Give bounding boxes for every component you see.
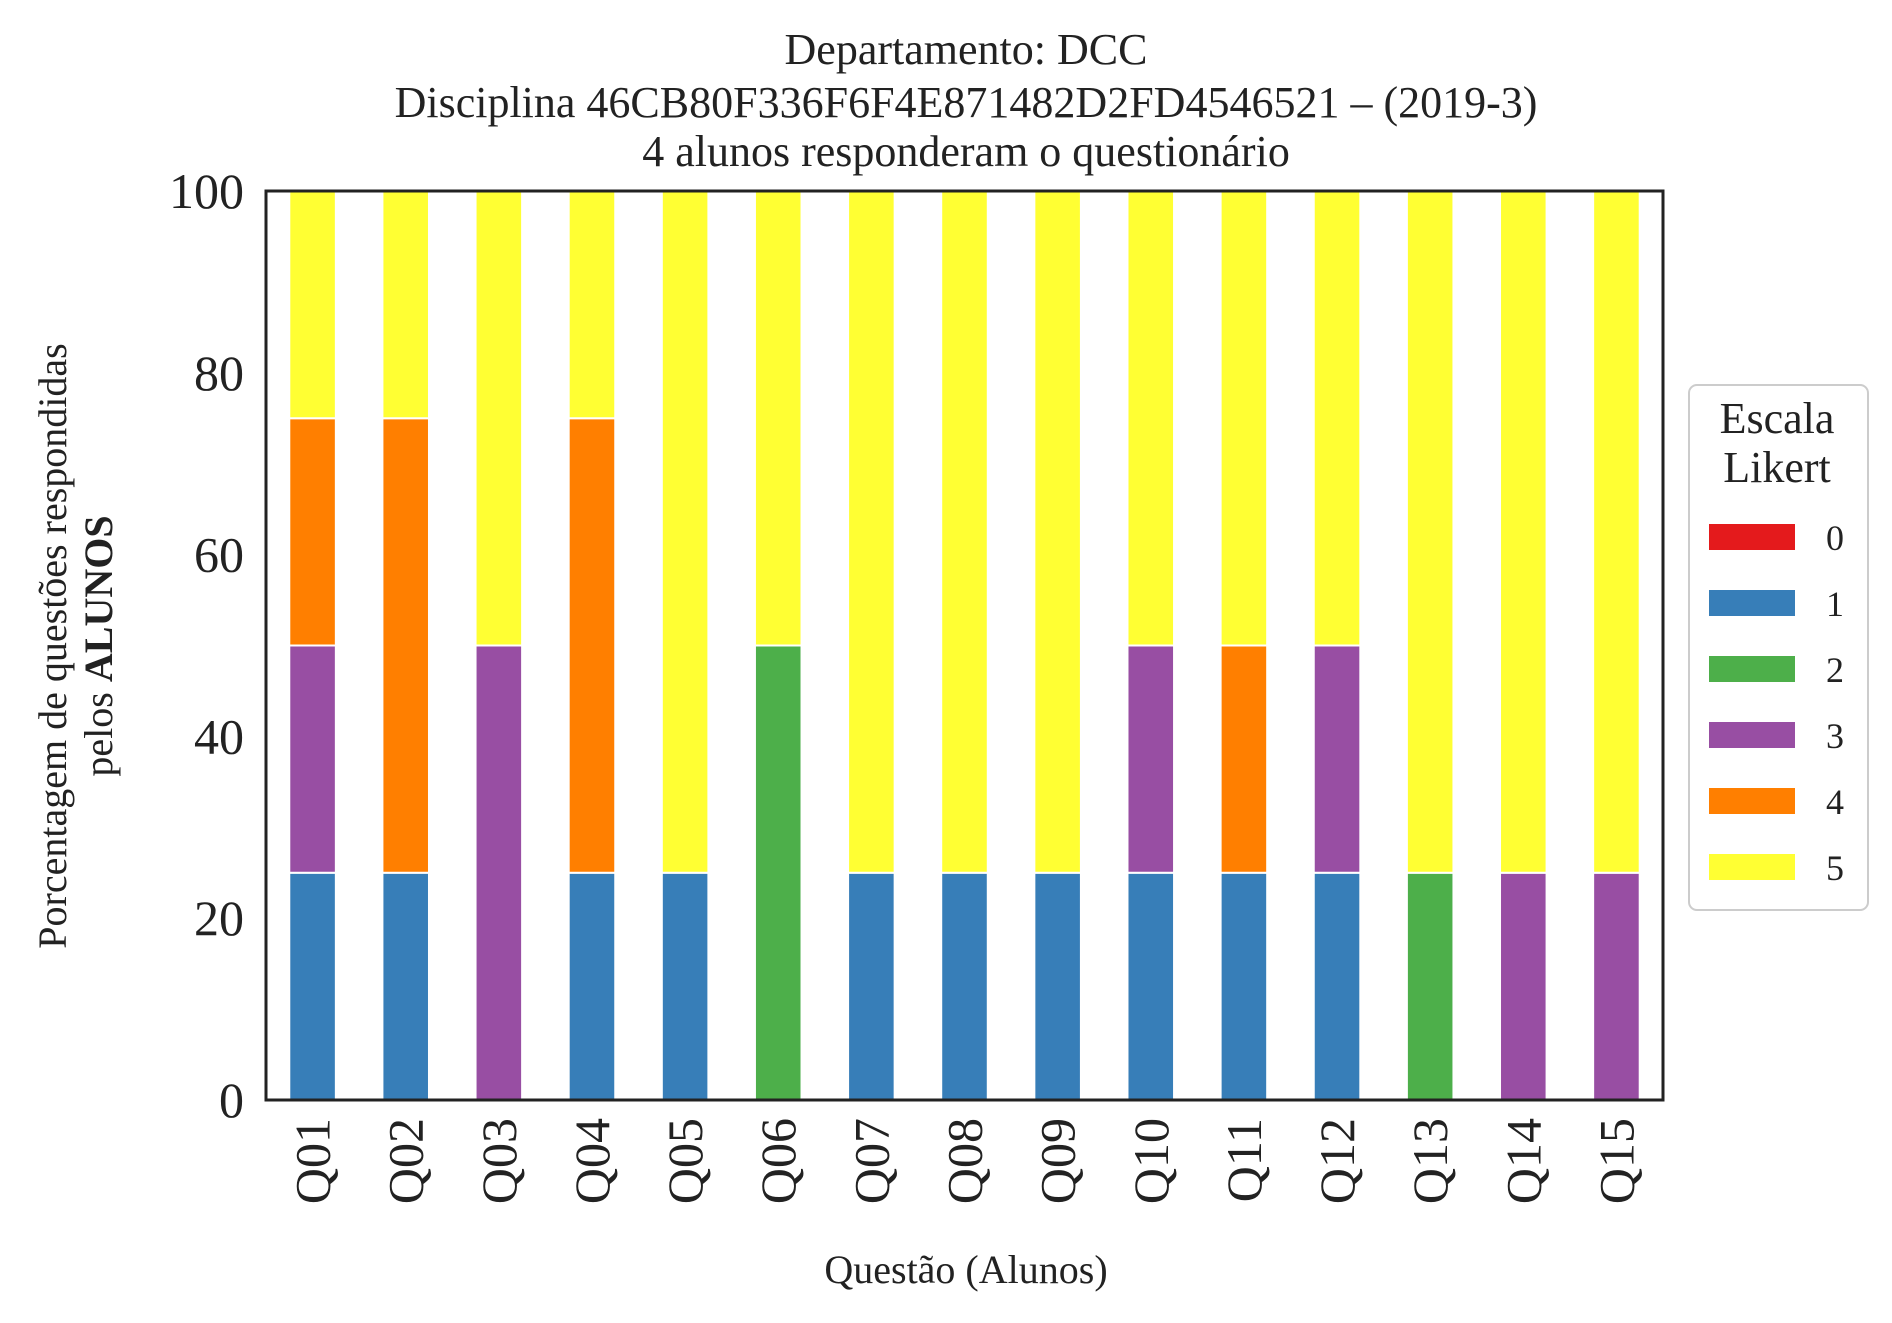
x-tick-label-q08: Q08 <box>937 1118 993 1204</box>
bar-segment-q12-likert-1 <box>1312 871 1362 1101</box>
bar-segment-q14-likert-5 <box>1499 190 1548 874</box>
title-line-3: 4 alunos responderam o questionário <box>642 127 1290 176</box>
bar-segment-q01-likert-1 <box>288 871 337 1101</box>
legend-title-line-1: Escala <box>1720 394 1835 443</box>
y-tick-label-20: 20 <box>194 890 244 946</box>
legend-swatch-0 <box>1709 524 1795 550</box>
bar-segment-q12-likert-5 <box>1312 190 1362 647</box>
y-axis-label-line-2: pelos ALUNOS <box>76 515 121 776</box>
plot-frame <box>264 189 1665 1102</box>
bar-segment-q06-likert-2 <box>753 644 803 1101</box>
bar-segment-q15-likert-5 <box>1592 190 1641 874</box>
legend-frame <box>1688 384 1869 911</box>
x-ticks-group: Q01 Q02 Q03 Q04 Q05 Q06 Q07 Q08 Q09 Q10 Q11 Q12 Q13 Q… <box>285 1118 1645 1204</box>
bar-segment-q10-likert-5 <box>1126 190 1176 647</box>
bar-segment-q03-likert-3 <box>474 644 524 1101</box>
bar-segment-q12-likert-3 <box>1312 644 1362 874</box>
x-tick-label-q01: Q01 <box>285 1118 341 1204</box>
legend-swatch-3 <box>1709 722 1795 748</box>
bar-segment-q13-likert-2 <box>1405 871 1455 1101</box>
x-tick-label-q06: Q06 <box>750 1118 806 1204</box>
bar-segment-q04-likert-5 <box>567 190 617 420</box>
bar-segment-q11-likert-1 <box>1219 871 1269 1101</box>
legend-swatch-1 <box>1709 590 1795 616</box>
x-tick-label-q13: Q13 <box>1402 1118 1458 1204</box>
bar-segment-q09-likert-1 <box>1033 871 1082 1101</box>
x-tick-label-q05: Q05 <box>657 1118 713 1204</box>
x-tick-label-q07: Q07 <box>843 1118 899 1204</box>
x-tick-label-q14: Q14 <box>1495 1118 1551 1204</box>
title-line-1: Departamento: DCC <box>785 25 1148 74</box>
bar-segment-q11-likert-4 <box>1219 644 1269 874</box>
x-tick-label-q10: Q10 <box>1123 1118 1179 1204</box>
x-tick-label-q11: Q11 <box>1216 1118 1272 1202</box>
y-tick-label-100: 100 <box>169 163 244 219</box>
legend-swatch-5 <box>1709 854 1795 880</box>
legend-label-4: 4 <box>1826 782 1844 822</box>
bar-segment-q07-likert-5 <box>847 190 896 874</box>
legend-title-line-2: Likert <box>1723 443 1831 492</box>
bar-segment-q15-likert-3 <box>1592 871 1641 1101</box>
bar-segment-q10-likert-1 <box>1126 871 1176 1101</box>
bar-segment-q09-likert-5 <box>1033 190 1082 874</box>
bars-group <box>288 190 1641 1101</box>
legend-label-3: 3 <box>1826 716 1844 756</box>
x-tick-label-q09: Q09 <box>1030 1118 1086 1204</box>
bar-segment-q04-likert-1 <box>567 871 617 1101</box>
x-tick-label-q02: Q02 <box>378 1118 434 1204</box>
legend-swatch-4 <box>1709 788 1795 814</box>
x-tick-label-q12: Q12 <box>1309 1118 1365 1204</box>
title-line-2: Disciplina 46CB80F336F6F4E871482D2FD4546… <box>395 78 1538 127</box>
bar-segment-q10-likert-3 <box>1126 644 1176 874</box>
bar-segment-q05-likert-5 <box>660 190 710 874</box>
bar-segment-q01-likert-3 <box>288 644 337 874</box>
bar-segment-q08-likert-1 <box>940 871 989 1101</box>
x-tick-label-q03: Q03 <box>471 1118 527 1204</box>
y-axis-label-bold: ALUNOS <box>76 515 121 682</box>
legend-label-0: 0 <box>1826 518 1844 558</box>
y-tick-label-40: 40 <box>194 708 244 764</box>
legend-label-5: 5 <box>1826 848 1844 888</box>
bar-segment-q02-likert-1 <box>381 871 430 1101</box>
bar-segment-q05-likert-1 <box>660 871 710 1101</box>
legend-items: 0 1 2 3 4 5 <box>1709 518 1844 888</box>
bar-segment-q08-likert-5 <box>940 190 989 874</box>
bar-segment-q01-likert-4 <box>288 417 337 647</box>
bar-segment-q02-likert-4 <box>381 417 430 874</box>
bar-segment-q03-likert-5 <box>474 190 524 647</box>
bar-segment-q14-likert-3 <box>1499 871 1548 1101</box>
chart-title: Departamento: DCC Disciplina 46CB80F336F… <box>395 25 1538 176</box>
y-axis-label-prefix: pelos <box>76 692 121 776</box>
bar-segment-q01-likert-5 <box>288 190 337 420</box>
x-tick-label-q04: Q04 <box>564 1118 620 1204</box>
legend: Escala Likert 0 1 2 3 4 5 <box>1688 384 1869 911</box>
bar-segment-q07-likert-1 <box>847 871 896 1101</box>
bar-segment-q04-likert-4 <box>567 417 617 874</box>
bar-segment-q13-likert-5 <box>1405 190 1455 874</box>
legend-swatch-2 <box>1709 656 1795 682</box>
y-tick-label-0: 0 <box>219 1072 244 1128</box>
y-tick-label-80: 80 <box>194 345 244 401</box>
y-axis-label-line-1: Porcentagem de questões respondidas <box>30 343 75 948</box>
y-axis-label: Porcentagem de questões respondidas pelo… <box>30 343 121 948</box>
y-tick-label-60: 60 <box>194 527 244 583</box>
x-tick-label-q15: Q15 <box>1588 1118 1644 1204</box>
bar-segment-q02-likert-5 <box>381 190 430 420</box>
legend-label-2: 2 <box>1826 650 1844 690</box>
bar-segment-q11-likert-5 <box>1219 190 1269 647</box>
x-axis-label: Questão (Alunos) <box>824 1247 1107 1292</box>
legend-label-1: 1 <box>1826 584 1844 624</box>
y-ticks-group: 0 20 40 60 80 100 <box>169 163 244 1128</box>
bar-segment-q06-likert-5 <box>753 190 803 647</box>
